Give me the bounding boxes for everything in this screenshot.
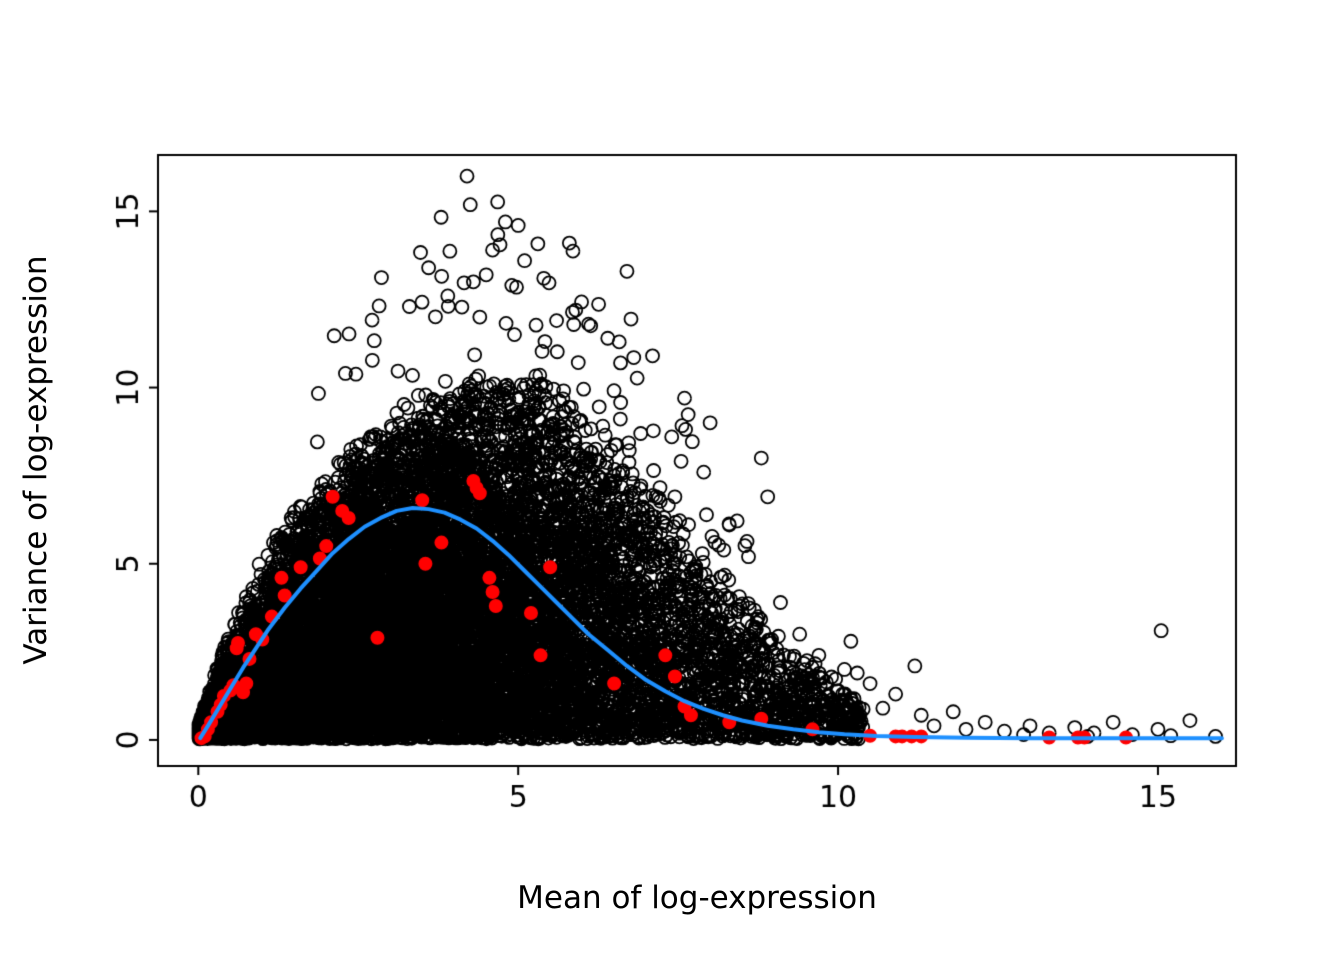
y-axis-label: Variance of log-expression: [18, 255, 54, 665]
x-axis-label: Mean of log-expression: [517, 880, 877, 916]
